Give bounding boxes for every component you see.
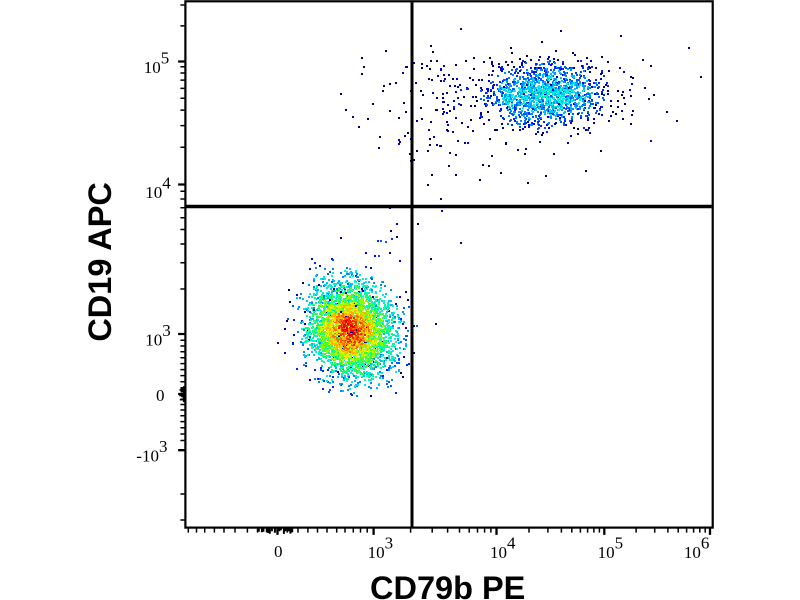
svg-text:0: 0 xyxy=(274,542,283,561)
svg-text:CD19 APC: CD19 APC xyxy=(82,182,118,342)
svg-text:0: 0 xyxy=(156,386,165,405)
svg-text:CD79b PE: CD79b PE xyxy=(370,570,525,600)
